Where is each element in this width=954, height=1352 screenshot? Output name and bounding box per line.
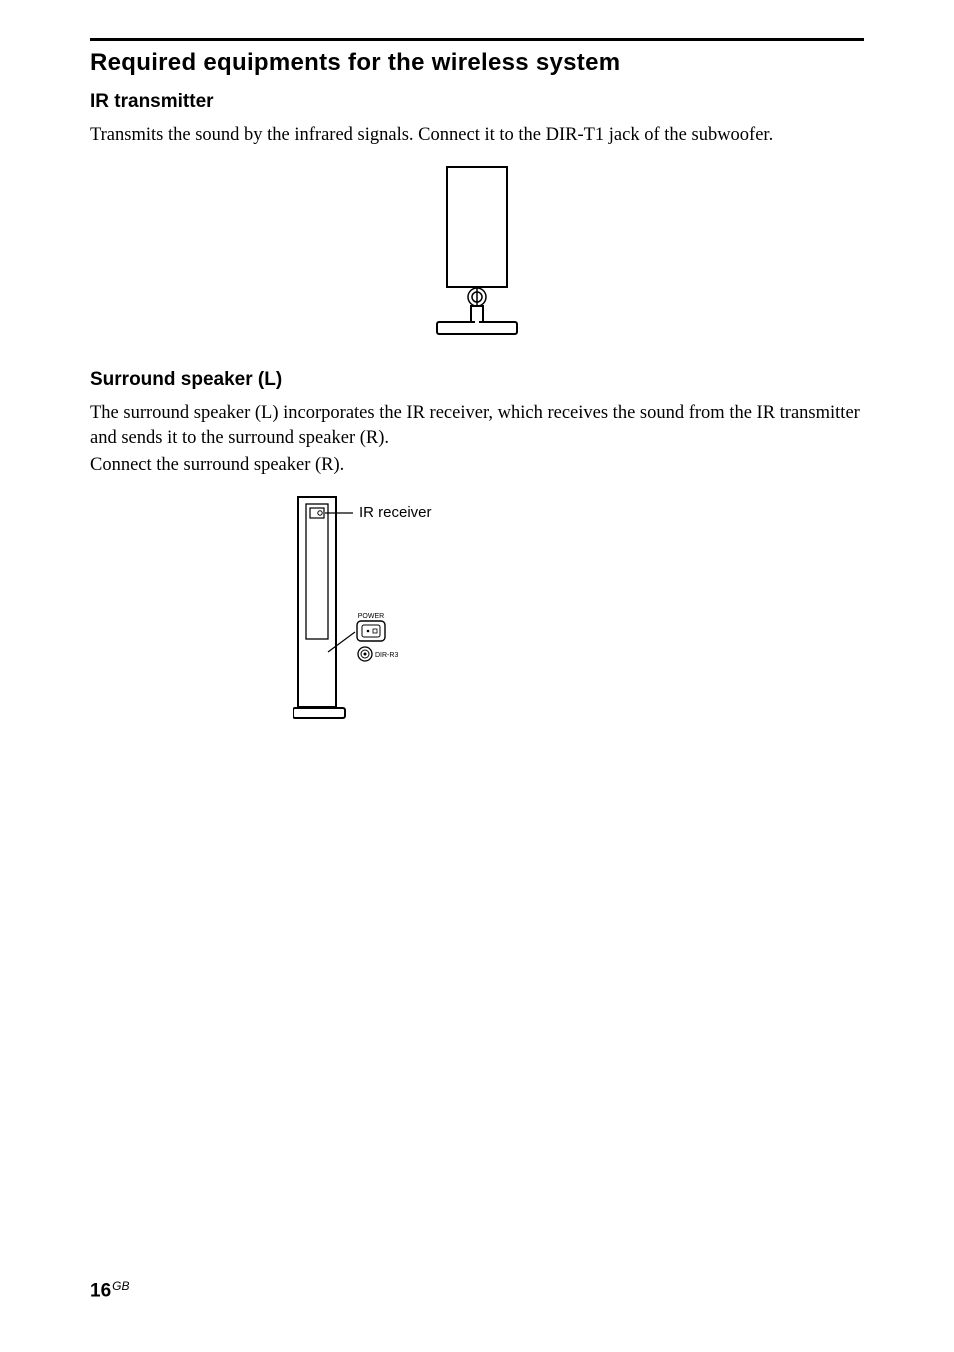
page-footer: 16GB	[90, 1279, 129, 1302]
panel-label-power: POWER	[358, 613, 384, 620]
heading-main: Required equipments for the wireless sys…	[90, 49, 864, 77]
page-number: 16	[90, 1280, 111, 1301]
panel-label-jack: DIR-R3	[375, 652, 398, 659]
heading-ir-transmitter: IR transmitter	[90, 91, 864, 113]
callout-ir-receiver: IR receiver	[359, 504, 432, 521]
paragraph-speaker-desc-1: The surround speaker (L) incorporates th…	[90, 401, 864, 451]
top-rule	[90, 38, 864, 41]
surround-speaker-svg: IR receiver POWER DIR-R3	[293, 492, 563, 732]
ir-transmitter-svg	[417, 162, 537, 342]
page-container: Required equipments for the wireless sys…	[0, 0, 954, 1352]
page-number-suffix: GB	[112, 1279, 129, 1293]
figure-surround-speaker: IR receiver POWER DIR-R3	[90, 492, 864, 737]
paragraph-speaker-desc-2: Connect the surround speaker (R).	[90, 453, 864, 478]
figure-ir-transmitter	[90, 162, 864, 347]
heading-surround-speaker: Surround speaker (L)	[90, 369, 864, 391]
paragraph-ir-desc: Transmits the sound by the infrared sign…	[90, 123, 864, 148]
